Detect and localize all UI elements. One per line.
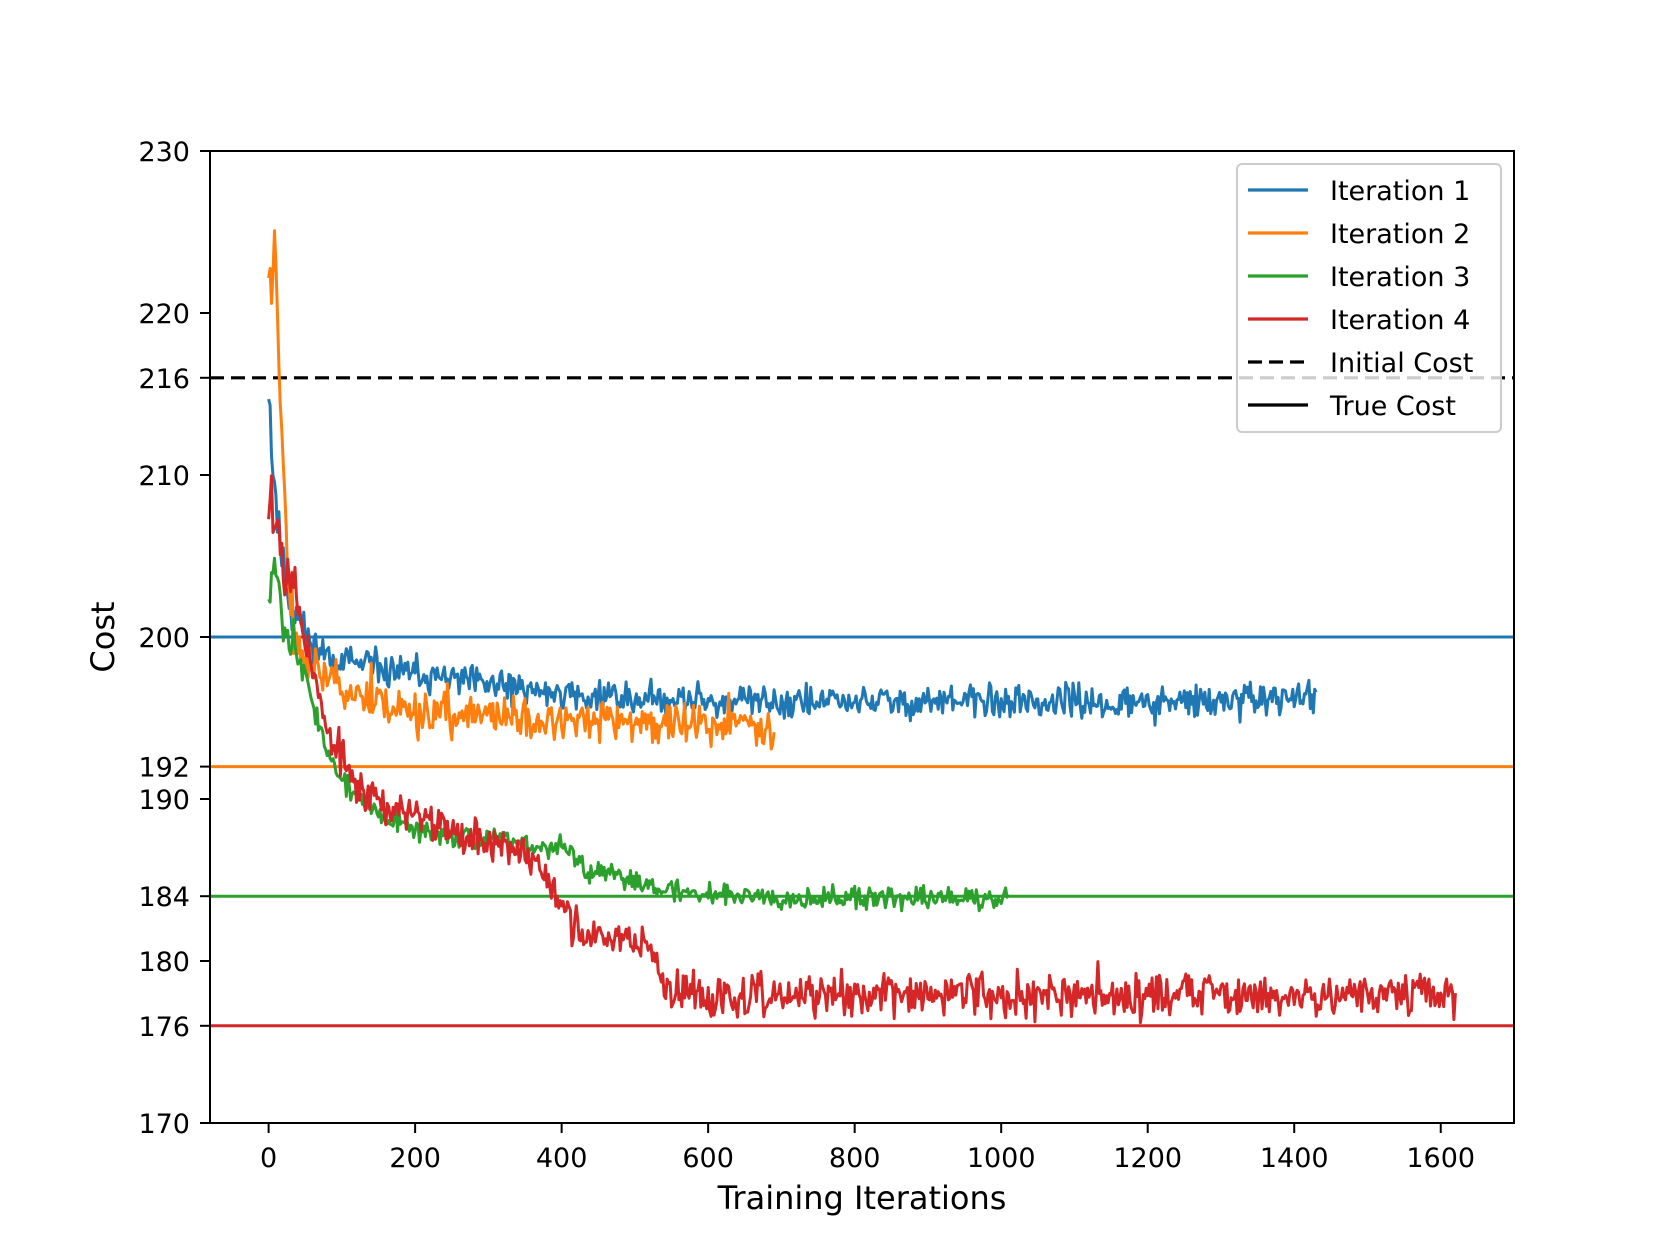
legend-label-iteration-2: Iteration 2 [1330, 219, 1470, 250]
x-tick-label: 1400 [1260, 1143, 1329, 1174]
x-tick-label: 400 [536, 1143, 588, 1174]
legend-label-iteration-1: Iteration 1 [1330, 176, 1470, 207]
series-lines [267, 229, 1457, 1025]
x-tick-label: 0 [260, 1143, 277, 1174]
y-tick-label: 190 [138, 785, 190, 816]
y-tick-label: 184 [138, 882, 190, 913]
y-tick-label: 220 [138, 299, 190, 330]
y-tick-label: 216 [138, 364, 190, 395]
series-line-iteration-3 [267, 556, 1010, 913]
x-tick-label: 1000 [967, 1143, 1036, 1174]
x-tick-label: 800 [829, 1143, 881, 1174]
x-tick-label: 1600 [1406, 1143, 1475, 1174]
series-line-iteration-1 [267, 398, 1318, 727]
y-tick-label: 180 [138, 947, 190, 978]
y-tick-label: 176 [138, 1012, 190, 1043]
x-tick-label: 1200 [1113, 1143, 1182, 1174]
legend-box [1236, 163, 1502, 433]
legend-label-initial-cost: Initial Cost [1330, 348, 1473, 379]
x-tick-label: 200 [389, 1143, 441, 1174]
legend-label-true-cost: True Cost [1329, 391, 1456, 422]
series-line-iteration-2 [267, 229, 776, 751]
y-tick-label: 170 [138, 1109, 190, 1140]
legend-label-iteration-4: Iteration 4 [1330, 305, 1470, 336]
reference-lines [210, 376, 1514, 1028]
y-axis-label: Cost [84, 601, 122, 672]
y-tick-label: 192 [138, 753, 190, 784]
x-tick-label: 600 [682, 1143, 734, 1174]
y-tick-label: 210 [138, 461, 190, 492]
legend: Iteration 1 Iteration 2 Iteration 3 Iterati… [1236, 163, 1502, 433]
x-axis-ticks: 0 200 400 600 800 1000 1200 1400 1600 [260, 1123, 1475, 1174]
y-tick-label: 230 [138, 137, 190, 168]
y-tick-label: 200 [138, 623, 190, 654]
legend-label-iteration-3: Iteration 3 [1330, 262, 1470, 293]
series-line-iteration-4 [267, 474, 1457, 1025]
x-axis-label: Training Iterations [717, 1179, 1007, 1217]
